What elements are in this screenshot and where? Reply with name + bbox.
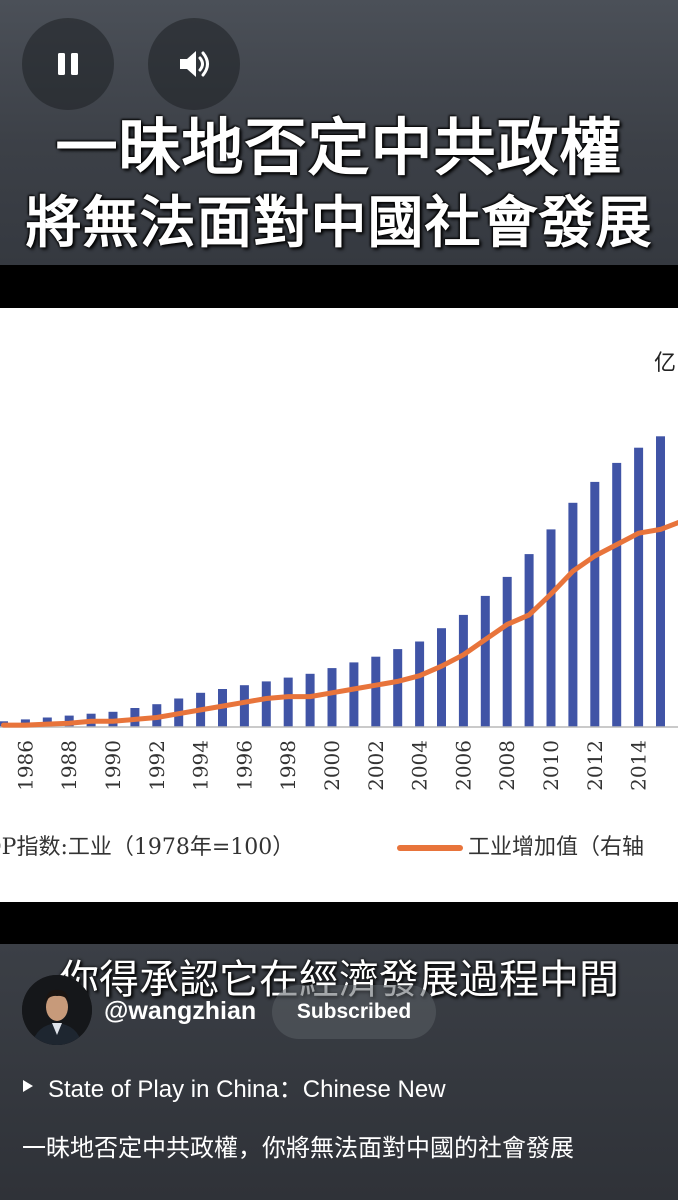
avatar-icon <box>22 975 92 1045</box>
bar-1997 <box>261 681 271 727</box>
x-tick-label: 1986 <box>13 740 37 791</box>
bar-1996 <box>239 685 249 727</box>
x-tick-label: 1988 <box>57 740 81 791</box>
letterbox-bottom <box>0 902 678 944</box>
bar-2001 <box>349 662 359 727</box>
subscribed-button[interactable]: Subscribed <box>272 985 436 1039</box>
bar-1998 <box>283 677 293 727</box>
bar-2004 <box>415 641 425 727</box>
series-line <box>1 519 678 728</box>
legend-label-bar: DP指数:工业（1978年=100） <box>0 835 294 860</box>
x-tick-label: 2002 <box>364 740 388 791</box>
video-title-line-2: 將無法面對中國社會發展 <box>25 190 653 256</box>
x-tick-label: 2004 <box>408 740 432 791</box>
chart-frame: 亿 1986 1988 1990 1992 1994 1996 1998 2000 2002 20… <box>0 308 678 902</box>
video-title-line-1: 一昧地否定中共政權 <box>55 111 623 184</box>
play-triangle-icon <box>23 1080 33 1092</box>
x-tick-label: 2008 <box>495 740 519 791</box>
bar-2008 <box>502 576 512 727</box>
bar-2007 <box>480 595 490 727</box>
x-tick-label: 2014 <box>627 740 651 791</box>
pause-icon <box>58 53 78 75</box>
legend-label-line: 工业增加值（右轴 <box>468 835 644 860</box>
pause-button[interactable] <box>22 18 114 110</box>
x-tick-label: 2010 <box>539 740 563 791</box>
playlist-title: State of Play in China：Chinese New <box>48 1075 446 1103</box>
avatar[interactable] <box>22 975 92 1045</box>
bar-1999 <box>305 673 315 727</box>
bar-2010 <box>546 529 556 727</box>
video-title-banner <box>0 0 678 265</box>
x-tick-label: 1996 <box>232 740 256 791</box>
x-tick-label: 2012 <box>583 740 607 791</box>
bar-2006 <box>458 614 468 727</box>
letterbox-top <box>0 265 678 308</box>
volume-icon <box>180 51 209 77</box>
bar-line-chart: 亿 1986 1988 1990 1992 1994 1996 1998 2000 2002 20… <box>0 351 678 860</box>
bar-2011 <box>568 502 578 727</box>
volume-button[interactable] <box>148 18 240 110</box>
bar-2005 <box>437 628 446 727</box>
bar-2000 <box>327 668 337 727</box>
bar-2003 <box>393 649 403 727</box>
video-description[interactable]: 一昧地否定中共政權，你將無法面對中國的社會發展 <box>22 1134 574 1162</box>
x-tick-label: 1990 <box>101 740 125 791</box>
bar-2015 <box>656 436 665 727</box>
bar-2002 <box>371 656 381 727</box>
bar-2009 <box>524 554 534 727</box>
x-tick-label: 2000 <box>320 740 344 791</box>
x-tick-label: 1998 <box>276 740 300 791</box>
bar-2012 <box>590 481 600 727</box>
bar-2014 <box>634 447 644 727</box>
x-tick-label: 1992 <box>145 740 169 791</box>
bar-2013 <box>612 462 622 727</box>
playlist-link[interactable]: State of Play in China：Chinese New <box>22 1068 446 1104</box>
unit-label: 亿 <box>654 351 676 376</box>
channel-handle[interactable]: @wangzhian <box>104 997 257 1025</box>
x-tick-label: 1994 <box>189 740 213 791</box>
x-tick-label: 2006 <box>451 740 475 791</box>
